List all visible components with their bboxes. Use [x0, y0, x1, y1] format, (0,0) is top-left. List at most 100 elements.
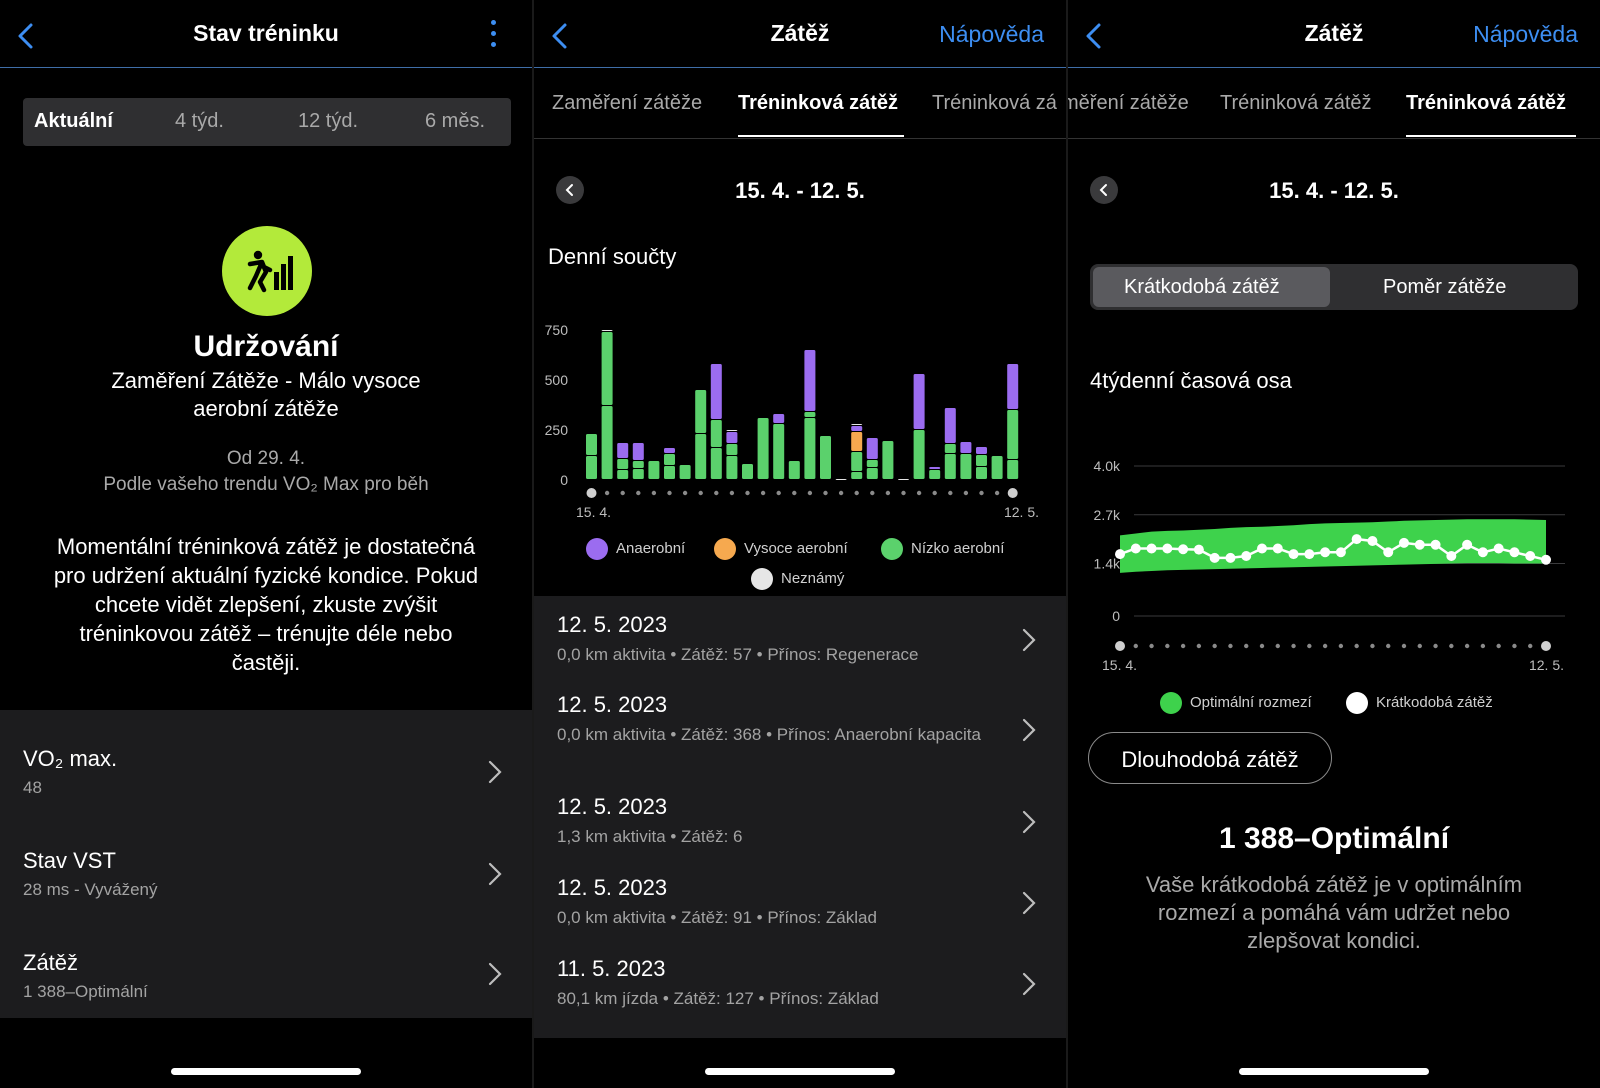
x-axis-dot [1115, 641, 1125, 651]
chevron-right-icon [1022, 628, 1036, 652]
acute-load-point [1241, 551, 1252, 561]
bar-segment [601, 330, 613, 331]
home-indicator[interactable] [171, 1068, 361, 1075]
acute-load-line-chart: 0 1.4k 2.7k 4.0k 15. 4. 12. 5. [1094, 458, 1565, 673]
page-title: Zátěž [770, 20, 830, 46]
status-desc-3: chcete vidět zlepšení, zkuste zvýšit [94, 592, 438, 617]
x-axis-dot [1386, 643, 1391, 649]
acute-load-point [1209, 552, 1220, 563]
x-axis-dot [1259, 643, 1265, 649]
x-axis-dot [885, 490, 891, 496]
acute-load-point [1509, 547, 1520, 558]
daily-load-bar-chart: 0 250 500 750 15. 4. 12. 5. [545, 322, 1039, 520]
bar-segment [773, 424, 785, 479]
seg-acute-load[interactable]: Krátkodobá zátěž [1124, 276, 1280, 298]
x-axis-dot [1133, 643, 1138, 649]
acute-load-point [1115, 549, 1125, 560]
y-tick-label: 4.0k [1094, 458, 1121, 474]
chevron-right-icon [488, 862, 502, 886]
period-current[interactable]: Aktuální [34, 110, 113, 132]
bar-segment [929, 467, 941, 469]
bar-segment [586, 456, 597, 479]
x-axis-dot [1180, 643, 1186, 649]
bar-segment [960, 454, 972, 479]
bar-segment [726, 456, 738, 479]
tab-load-focus[interactable]: měření zátěže [1068, 92, 1189, 114]
bar-segment [617, 470, 629, 479]
tab-load-focus[interactable]: Zaměření zátěže [552, 92, 703, 114]
acute-load-point [1493, 543, 1504, 554]
list-item-hrv-status[interactable]: Stav VST 28 ms - Vyvážený [0, 824, 532, 924]
prev-period-button[interactable] [1090, 176, 1118, 204]
training-status-panel: Stav tréninku Aktuální 4 týd. 12 týd. 6 … [0, 0, 532, 1088]
help-link[interactable]: Nápověda [1473, 21, 1578, 47]
bar-segment [866, 438, 878, 459]
x-axis-dot [651, 490, 657, 496]
bar-segment [944, 454, 956, 479]
kebab-icon[interactable] [490, 20, 498, 50]
tab-training-load-focus[interactable]: Tréninková zá [932, 92, 1057, 114]
bar-segment [695, 390, 707, 433]
y-tick-label: 1.4k [1094, 556, 1121, 572]
legend-swatch [1160, 692, 1182, 714]
activity-row[interactable]: 12. 5. 2023 1,3 km aktivita • Zátěž: 6 [534, 794, 1066, 864]
long-term-load-button[interactable]: Dlouhodobá zátěž [1088, 732, 1332, 784]
status-name: Udržování [193, 330, 339, 363]
acute-load-point [1477, 547, 1488, 558]
status-trend: Podle vašeho trendu VO₂ Max pro běh [103, 474, 429, 495]
activity-row[interactable]: 12. 5. 2023 0,0 km aktivita • Zátěž: 368… [534, 692, 1066, 782]
bar-segment [976, 455, 987, 466]
acute-load-point [1320, 547, 1331, 558]
period-12-weeks[interactable]: 12 týd. [298, 110, 359, 132]
help-link[interactable]: Nápověda [939, 21, 1044, 47]
chevron-right-icon [488, 760, 502, 784]
acute-load-point [1525, 551, 1536, 561]
legend-swatch [751, 568, 773, 590]
list-item-load[interactable]: Zátěž 1 388–Optimální [0, 926, 532, 1026]
load-panel-daily: Zátěž Nápověda Zaměření zátěže Tréninkov… [534, 0, 1066, 1088]
home-indicator[interactable] [705, 1068, 895, 1075]
period-4-weeks[interactable]: 4 týd. [175, 110, 224, 132]
status-desc-2: pro udržení aktuální fyzické kondice. Po… [53, 563, 479, 588]
acute-load-line [1119, 537, 1547, 562]
section-title: Denní součty [548, 244, 677, 269]
x-axis-dot [1370, 643, 1375, 649]
prev-period-button[interactable] [556, 176, 584, 204]
tab-training-load[interactable]: Tréninková zátěž [738, 92, 899, 114]
seg-load-ratio[interactable]: Poměr zátěže [1383, 276, 1507, 298]
load-desc-3: zlepšovat kondici. [1247, 928, 1421, 953]
activity-row[interactable]: 12. 5. 2023 0,0 km aktivita • Zátěž: 91 … [534, 875, 1066, 945]
bar-segment [695, 434, 707, 479]
x-axis-dot [1433, 643, 1438, 649]
back-arrow-icon[interactable] [14, 22, 38, 50]
x-axis-dot [1512, 643, 1517, 649]
x-axis-dot [620, 490, 625, 496]
x-axis-dot [916, 490, 922, 496]
list-item-vo2max[interactable]: VO₂ max. 48 [0, 722, 532, 822]
date-range: 15. 4. - 12. 5. [735, 178, 865, 203]
x-axis-dot [1528, 643, 1533, 649]
y-tick-label: 2.7k [1094, 507, 1121, 523]
tab-training-load-active[interactable]: Tréninková zátěž [1406, 92, 1567, 114]
legend-swatch [714, 538, 736, 560]
bar-segment [866, 460, 878, 467]
back-arrow-icon[interactable] [548, 22, 572, 50]
back-arrow-icon[interactable] [1082, 22, 1106, 50]
item-subtitle: 28 ms - Vyvážený [23, 880, 158, 899]
bar-segment [632, 461, 644, 468]
bar-segment [804, 418, 816, 479]
activity-row[interactable]: 11. 5. 2023 80,1 km jízda • Zátěž: 127 •… [534, 956, 1066, 1026]
x-axis-dot [1165, 643, 1170, 649]
bar-segment [851, 426, 863, 431]
x-end-label: 12. 5. [1004, 504, 1039, 520]
bar-segment [757, 418, 769, 479]
home-indicator[interactable] [1239, 1068, 1429, 1075]
bar-segment [648, 461, 660, 479]
period-6-months[interactable]: 6 měs. [425, 110, 486, 132]
status-since: Od 29. 4. [226, 448, 306, 469]
acute-load-point [1430, 539, 1441, 550]
acute-load-point [1288, 549, 1299, 560]
tab-training-load[interactable]: Tréninková zátěž [1220, 92, 1372, 114]
activity-row[interactable]: 12. 5. 2023 0,0 km aktivita • Zátěž: 57 … [534, 612, 1066, 682]
x-axis-dot [1541, 641, 1551, 651]
